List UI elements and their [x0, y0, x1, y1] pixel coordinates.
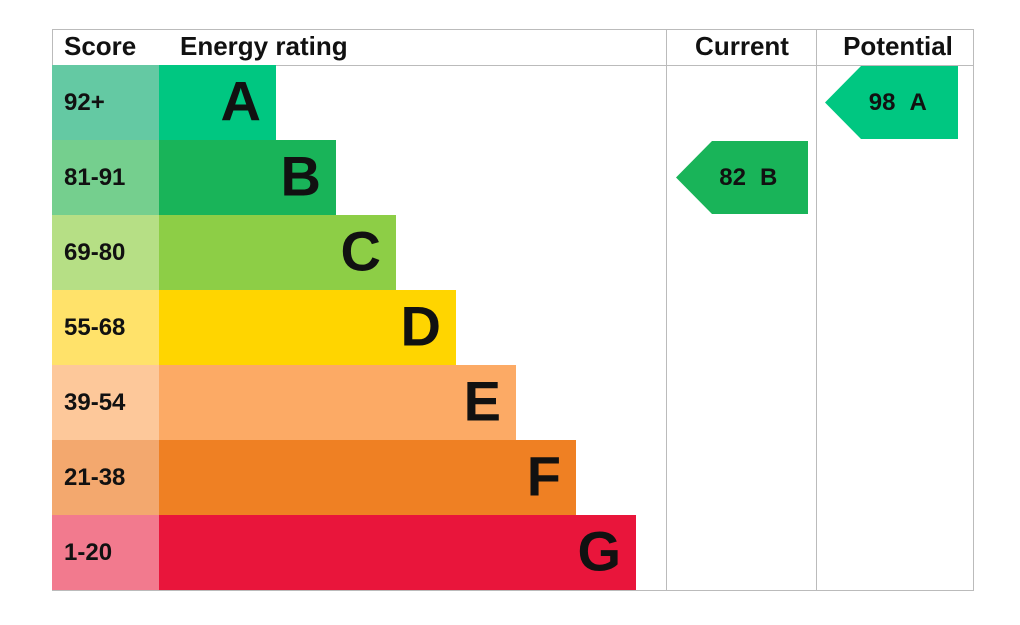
potential-score: 98 [869, 89, 896, 116]
rating-bar [159, 515, 636, 590]
rating-bar [159, 440, 576, 515]
current-rating: B [760, 164, 777, 191]
header-potential: Potential [843, 31, 953, 61]
rating-bar [159, 215, 396, 290]
header-energy-rating: Energy rating [180, 31, 348, 61]
rating-bar [159, 65, 276, 140]
score-cell [52, 440, 159, 515]
current-score: 82 [719, 164, 746, 191]
score-range: 81-91 [64, 164, 125, 191]
rating-bar [159, 365, 516, 440]
score-range: 92+ [64, 89, 105, 116]
score-cell [52, 65, 159, 140]
rating-letter: G [577, 519, 621, 582]
score-cell [52, 290, 159, 365]
score-cell [52, 140, 159, 215]
score-range: 69-80 [64, 239, 125, 266]
rating-letter: C [341, 219, 381, 282]
header-current: Current [695, 31, 789, 61]
rating-bar [159, 290, 456, 365]
rating-letter: A [221, 69, 261, 132]
rating-letter: F [527, 444, 561, 507]
current-arrow [676, 141, 808, 214]
header-score: Score [64, 31, 136, 61]
rating-letter: E [464, 369, 501, 432]
score-cell [52, 515, 159, 590]
score-range: 55-68 [64, 314, 125, 341]
score-range: 1-20 [64, 539, 112, 566]
score-cell [52, 215, 159, 290]
rating-letter: D [401, 294, 441, 357]
score-range: 21-38 [64, 464, 125, 491]
score-cell [52, 365, 159, 440]
score-range: 39-54 [64, 389, 126, 416]
rating-bar [159, 140, 336, 215]
potential-rating: A [910, 89, 927, 116]
rating-letter: B [281, 144, 321, 207]
potential-arrow [825, 66, 958, 139]
